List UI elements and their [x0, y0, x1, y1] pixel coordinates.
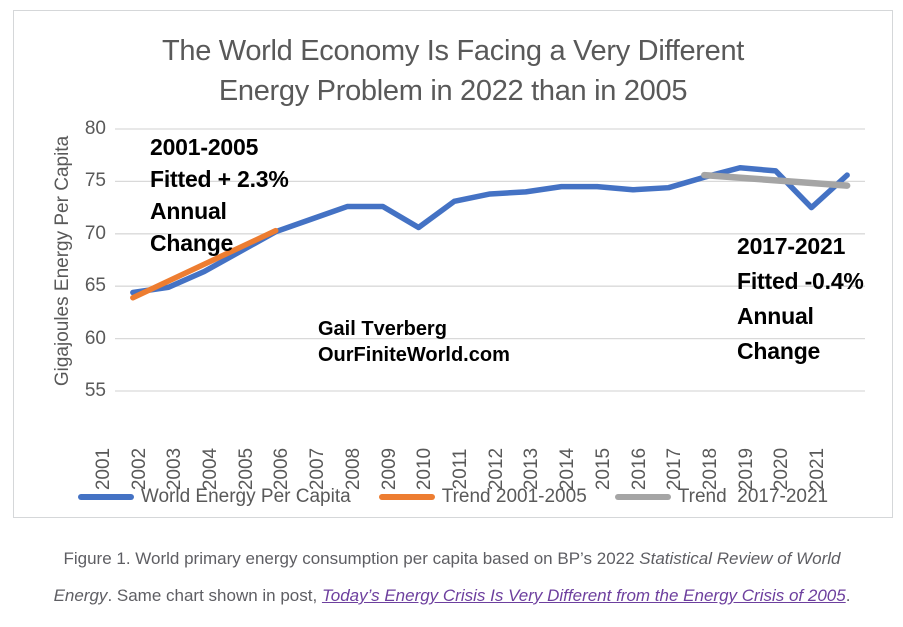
legend-item-world-energy-per-capita: World Energy Per Capita	[77, 486, 351, 508]
y-tick-label-65: 65	[84, 275, 106, 297]
legend-label-world-energy-per-capita: World Energy Per Capita	[140, 486, 351, 507]
annotation-right-line-4: Change	[737, 338, 821, 364]
line-trend-2001-2005	[130, 227, 279, 301]
watermark-site: OurFiniteWorld.com	[318, 344, 510, 366]
line-trend-2017-2021	[701, 171, 851, 189]
legend-item-trend-2017-2021: Trend 2017-2021	[614, 486, 829, 508]
figure-caption: Figure 1. World primary energy consumpti…	[22, 540, 882, 614]
chart-title-line-2: Energy Problem in 2022 than in 2005	[218, 75, 688, 107]
annotation-right-line-2: Fitted -0.4%	[737, 268, 864, 294]
line-world-energy-per-capita	[130, 165, 850, 296]
legend-label-trend-2017-2021: Trend 2017-2021	[677, 486, 829, 507]
legend-swatch-world-energy-per-capita	[77, 494, 134, 500]
legend-swatch-trend-2017-2021	[614, 494, 671, 500]
annotation-left-line-3: Annual	[150, 198, 227, 224]
post-link[interactable]: Today’s Energy Crisis Is Very Different …	[321, 586, 846, 605]
watermark-author: Gail Tverberg	[318, 318, 447, 340]
annotation-left-line-1: 2001-2005	[150, 134, 259, 160]
legend: World Energy Per Capita Trend 2001-2005 Tr…	[13, 484, 893, 510]
chart-title: The World Economy Is Facing a Very Diffe…	[13, 31, 893, 111]
chart-figure-frame	[13, 10, 893, 518]
y-tick-label-70: 70	[84, 222, 106, 244]
y-tick-label-60: 60	[84, 327, 106, 349]
annotation-right-line-3: Annual	[737, 303, 814, 329]
legend-item-trend-2001-2005: Trend 2001-2005	[378, 486, 587, 508]
y-tick-label-80: 80	[84, 118, 106, 139]
annotation-2017-2021: 2017-2021 Fitted -0.4% Annual Change	[737, 229, 864, 369]
annotation-2001-2005: 2001-2005 Fitted + 2.3% Annual Change	[150, 131, 289, 259]
y-tick-label-55: 55	[84, 380, 106, 401]
annotation-left-line-4: Change	[150, 230, 234, 256]
annotation-right-line-1: 2017-2021	[737, 233, 846, 259]
watermark: Gail Tverberg OurFiniteWorld.com	[318, 316, 510, 368]
caption-text: Figure 1. World primary energy consumpti…	[63, 549, 640, 568]
caption-text: .	[845, 586, 851, 605]
annotation-left-line-2: Fitted + 2.3%	[150, 166, 289, 192]
y-tick-label-75: 75	[84, 170, 106, 192]
legend-swatch-trend-2001-2005	[378, 494, 435, 500]
caption-line-1: Figure 1. World primary energy consumpti…	[22, 540, 882, 577]
caption-text: Statistical Review of World	[639, 549, 841, 568]
legend-label-trend-2001-2005: Trend 2001-2005	[441, 486, 587, 507]
caption-line-2: Energy. Same chart shown in post, Today’…	[22, 577, 882, 614]
caption-text: Energy	[53, 586, 108, 605]
caption-text: . Same chart shown in post,	[107, 586, 322, 605]
chart-title-line-1: The World Economy Is Facing a Very Diffe…	[161, 35, 745, 67]
